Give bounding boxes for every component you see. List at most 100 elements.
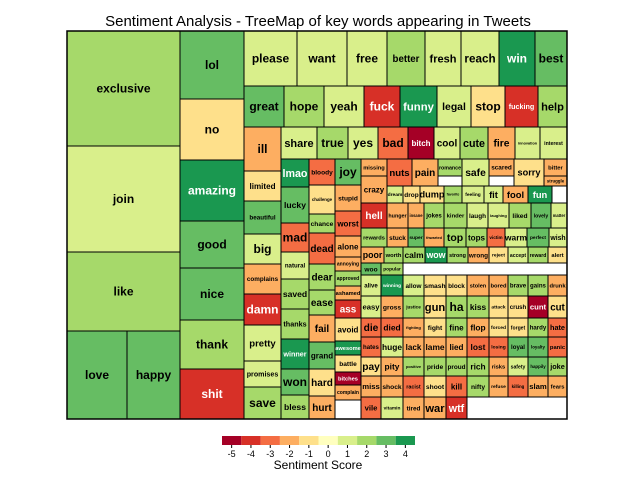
tile-label-laugh: laugh [469,213,486,220]
tile-positive: positive [402,356,425,377]
legend-swatch [337,436,358,445]
tile-gains: gains [527,274,549,297]
tile-allow: allow [402,274,425,297]
tile-rect-great [243,85,285,128]
tile-crazy: crazy [360,175,388,204]
tile-label-thwarted: thwarted [426,236,443,240]
legend-swatch [241,436,261,445]
tile-rect-exclusive [66,30,181,147]
tile-rect-share [280,126,318,160]
tile-label-hell: hell [365,211,382,222]
tile-label-winning: winning [382,283,401,289]
tile-label-panic: panic [550,345,566,351]
tile-label-ill: ill [257,142,267,156]
tile-label-interest: interest [544,141,563,147]
tile-label-crazy: crazy [364,185,385,194]
tile-gross: gross [380,295,404,319]
tile-rect-fresh [424,30,462,87]
tile-label-slam: slam [529,382,547,391]
tile-won: won [280,368,310,396]
tile-cool: cool [433,126,461,160]
tile-vile: vile [360,396,382,420]
tile-fool: fool [502,185,529,204]
tile-natural: natural [280,251,310,280]
tile-label-hurt: hurt [312,403,332,414]
tile-label-super: super [409,235,422,241]
tile-awesome: awesome [334,340,362,356]
tile-label-cunt: cunt [530,303,547,312]
tile-label-won: won [282,375,307,389]
tile-label-stupid: stupid [338,195,358,202]
tile-label-dead: dead [310,244,333,255]
tile-label-ha: ha [449,300,463,314]
tile-pride: pride [423,356,447,377]
tile-ill: ill [243,126,282,172]
tile-save: save [243,386,282,420]
tile-rect-hope [283,85,325,128]
tile-label-shit: shit [201,387,222,401]
tile-bitch: bitch [407,126,435,160]
tile-label-funny: funny [403,101,434,113]
tile-rect-best [534,30,568,87]
tile-label-natural: natural [285,263,306,270]
tile-label-joy: joy [338,165,357,179]
tile-lovely: lovely [530,202,552,229]
tile-lol: lol [179,30,245,100]
tile-happily: happily [527,356,549,377]
tile-reject: reject [488,246,509,264]
tile-fucking: fucking [504,85,539,128]
tile-label-bored: bored [490,284,507,290]
tile-label-loyal: loyal [511,344,525,351]
tile-label-missing: missing [363,165,385,171]
tile-avoid: avoid [334,317,362,342]
legend-tick-label: 0 [326,449,331,459]
tile-kill: kill [445,375,468,398]
tile-strong: strong [446,246,469,264]
tile-label-hunger: hunger [388,213,407,219]
tile-label-bloody: bloody [311,169,333,176]
tile-label-approved: approved [337,276,360,282]
tile-nice: nice [179,267,245,321]
tile-big: big [243,233,282,265]
tile-rect-shit [179,368,245,420]
tile-rect-won [280,368,310,396]
tile-block: block [445,274,468,297]
tile-label-exclusive: exclusive [96,82,150,96]
tile-legal: legal [436,85,472,128]
tile-rect-like [66,251,181,332]
tile-label-alone: alone [338,242,359,251]
tile-joke: joke [547,356,568,377]
tile-good: good [179,220,245,269]
tile-label-stolen: stolen [470,283,487,289]
tile-feeling: feeling [461,185,485,204]
tile-pretty: pretty [243,324,282,362]
legend-tick-label: 3 [384,449,389,459]
tile-bitches: bitches [334,371,362,386]
tile-wish: wish [548,227,568,248]
tile-label-drop: drop [404,192,418,199]
tile-ease: ease [308,289,336,316]
tile-attack: attack [488,295,509,319]
tile-label-brave: brave [510,283,527,290]
tile-rect-win [498,30,536,87]
tile-share: share [280,126,318,160]
tile-interest: interest [539,126,568,160]
tile-worst: worst [334,210,362,237]
tile-scared: scared [488,158,515,177]
tile-label-free: free [356,52,378,66]
legend-swatch [222,436,242,445]
tile-lied: lied [445,336,468,358]
tile-nifty: nifty [466,375,490,398]
tile-complains: complains [243,263,282,295]
tile-label-happy: happy [136,368,172,382]
tile-label-lovely: lovely [534,213,549,219]
tile-hard: hard [308,368,336,397]
tile-label-insane: insane [410,213,424,218]
tile-label-innovation: innovation [518,141,538,145]
legend-swatch [279,436,300,445]
tile-label-fight: fight [428,325,443,332]
tile-label-stuck: stuck [389,235,406,242]
tile-label-forced: forced [491,325,506,331]
tile-promises: promises [243,360,282,388]
